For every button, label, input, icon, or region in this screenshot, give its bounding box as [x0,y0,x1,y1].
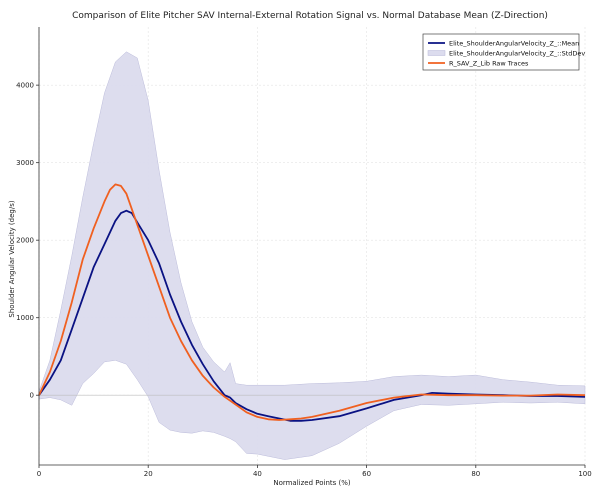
x-tick-label: 100 [578,470,591,478]
x-tick-label: 80 [471,470,480,478]
legend-stddev-label: Elite_ShoulderAngularVelocity_Z_::StdDev [449,49,585,57]
y-tick-label: 0 [30,392,34,400]
legend-stddev-swatch [427,50,446,56]
y-tick-label: 3000 [16,159,34,167]
stddev-band [38,51,586,460]
x-axis-label: Normalized Points (%) [273,479,351,487]
raw-traces-line [38,183,586,421]
legend-mean-label: Elite_ShoulderAngularVelocity_Z_::Mean [449,39,579,47]
y-tick-label: 1000 [16,314,34,322]
y-tick-label: 2000 [16,237,34,245]
y-tick-label: 4000 [16,82,34,90]
legend-box [422,33,580,71]
x-tick-label: 20 [144,470,153,478]
legend-raw-label: R_SAV_Z_Lib Raw Traces [449,59,529,67]
x-tick-label: 40 [253,470,262,478]
legend: Elite_ShoulderAngularVelocity_Z_::MeanEl… [422,33,585,71]
chart-title: Comparison of Elite Pitcher SAV Internal… [72,11,548,21]
y-axis-label: Shoulder Angular Velocity (deg/s) [8,200,16,317]
x-tick-label: 0 [37,470,41,478]
x-tick-label: 60 [362,470,371,478]
